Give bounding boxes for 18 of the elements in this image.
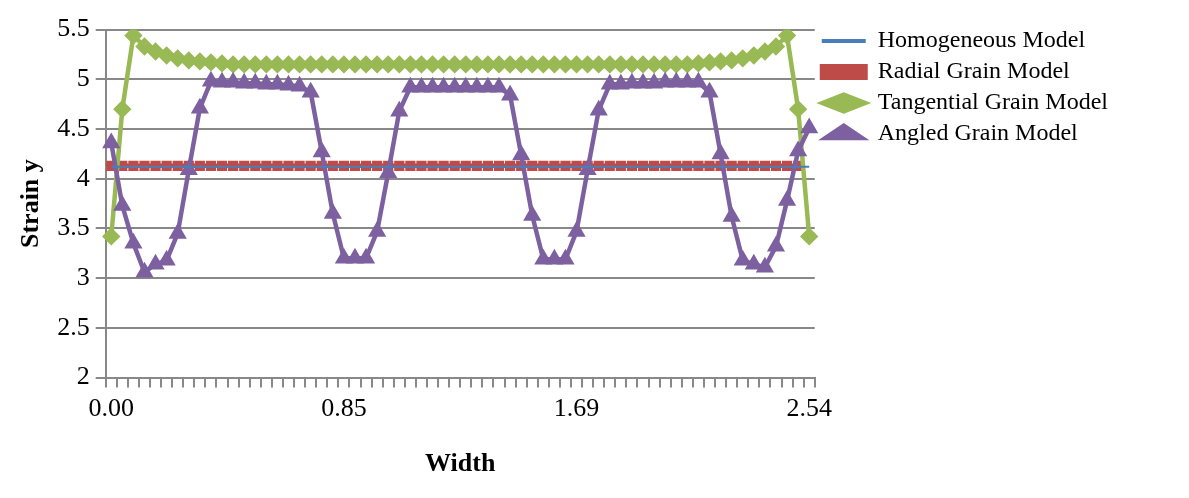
y-tick-label: 2 bbox=[76, 361, 90, 391]
x-tick-label: 1.69 bbox=[553, 393, 600, 423]
x-tick-label: 2.54 bbox=[786, 393, 832, 423]
y-axis-title: Strain y bbox=[15, 159, 45, 249]
x-axis-title: Width bbox=[425, 448, 496, 478]
y-tick-label: 3.5 bbox=[57, 212, 90, 242]
x-tick-label: 0.00 bbox=[88, 393, 134, 423]
y-tick-label: 2.5 bbox=[57, 311, 90, 341]
x-tick-label: 0.85 bbox=[321, 393, 367, 423]
legend-label: Tangential Grain Model bbox=[877, 88, 1109, 115]
y-tick-label: 4 bbox=[76, 162, 90, 192]
legend-label: Radial Grain Model bbox=[877, 57, 1071, 84]
y-tick-label: 4.5 bbox=[57, 112, 90, 142]
legend-label: Angled Grain Model bbox=[877, 119, 1079, 146]
y-tick-label: 5.5 bbox=[57, 13, 90, 43]
y-tick-label: 3 bbox=[76, 262, 90, 291]
y-tick-label: 5 bbox=[76, 63, 90, 93]
legend-label: Homogeneous Model bbox=[877, 26, 1086, 53]
